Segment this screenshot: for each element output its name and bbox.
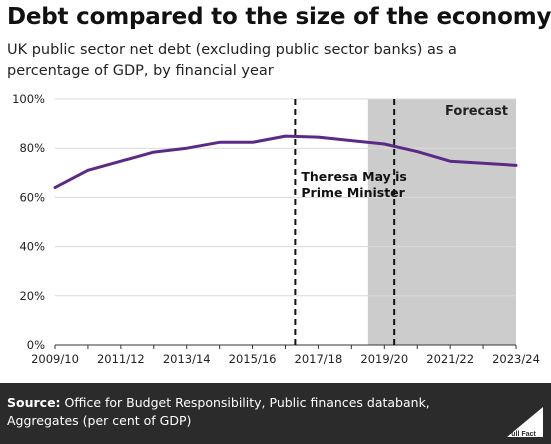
forecast-label: Forecast <box>445 104 508 119</box>
y-tick-label: 0% <box>27 338 45 352</box>
full-fact-logo-icon: Full Fact <box>507 407 543 438</box>
x-tick-label: 2021/22 <box>426 352 474 366</box>
x-tick-label: 2009/10 <box>31 352 79 366</box>
source-text: Office for Budget Responsibility, Public… <box>7 395 430 428</box>
x-tick-label: 2019/20 <box>360 352 408 366</box>
chart-title: Debt compared to the size of the economy <box>7 4 551 30</box>
x-tick-label: 2011/12 <box>97 352 145 366</box>
source-note: Source: Office for Budget Responsibility… <box>7 394 477 430</box>
x-tick-label: 2013/14 <box>163 352 211 366</box>
x-tick-label: 2017/18 <box>295 352 343 366</box>
annotation-line-2: Prime Minister <box>301 185 405 200</box>
x-tick-label: 2023/24 <box>492 352 540 366</box>
series-line <box>53 134 518 190</box>
full-fact-logo-text: Full Fact <box>507 431 536 438</box>
line-chart: 0% 20% 40% 60% 80% 100% 2009/10 2011/12 2013/14 2… <box>12 92 540 366</box>
x-tick-label: 2015/16 <box>229 352 277 366</box>
source-label: Source: <box>7 395 61 410</box>
forecast-region <box>367 99 516 345</box>
y-tick-label: 80% <box>19 141 45 155</box>
chart-subtitle: UK public sector net debt (excluding pub… <box>7 42 457 79</box>
annotation-line-1: Theresa May is <box>301 169 407 184</box>
y-tick-label: 60% <box>19 190 45 204</box>
y-tick-label: 100% <box>12 92 45 106</box>
y-tick-label: 40% <box>19 240 45 254</box>
y-tick-label: 20% <box>19 289 45 303</box>
footer: Source: Office for Budget Responsibility… <box>0 383 551 444</box>
